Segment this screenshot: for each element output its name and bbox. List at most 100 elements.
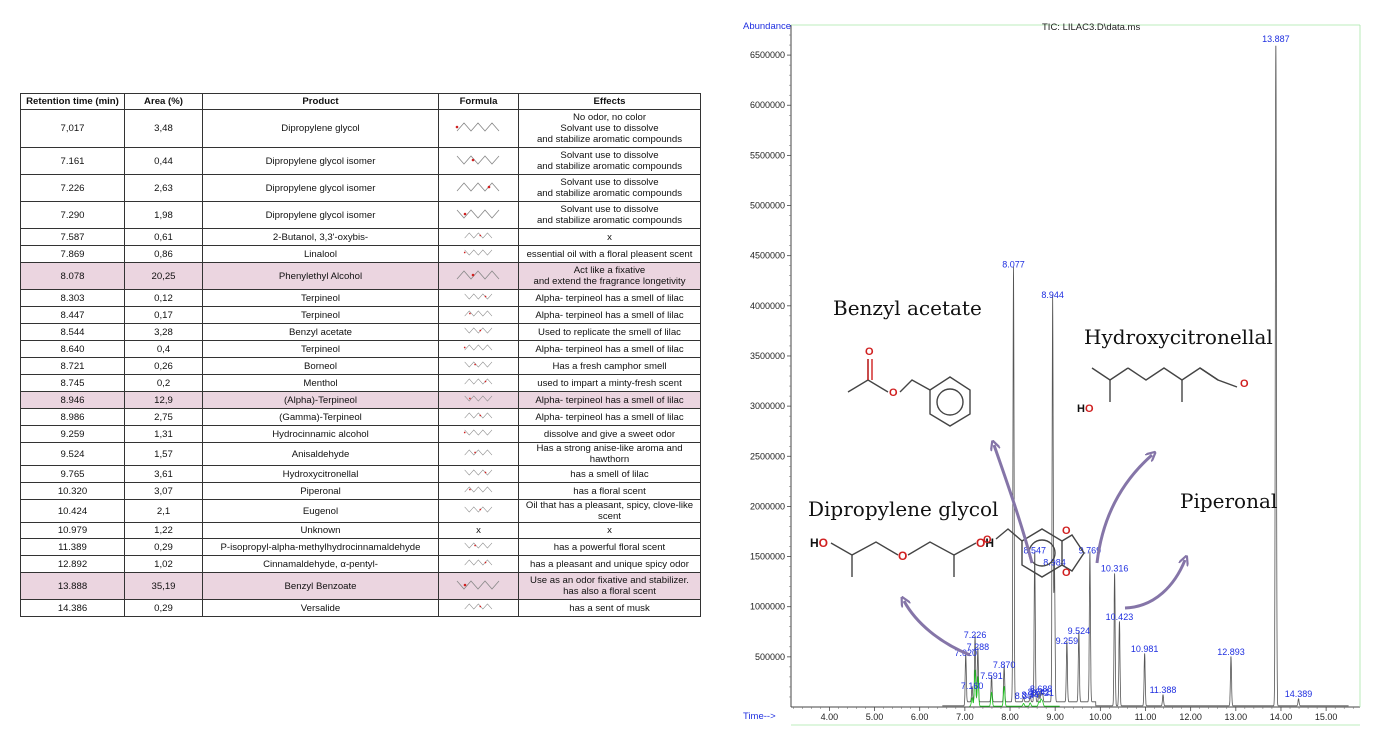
y-tick-label: 5000000: [750, 201, 785, 211]
peak-label: 8.547: [1023, 546, 1046, 556]
effects-line: dissolve and give a sweet odor: [543, 428, 676, 440]
area-cell: 0,29: [124, 599, 203, 617]
piperonal-structure: [995, 528, 1085, 578]
formula-structure-icon: [464, 378, 492, 385]
effects-line: Solvant use to dissolve: [560, 204, 659, 215]
formula-structure-icon: [464, 449, 492, 456]
effects-line: Alpha- terpineol has a smell of lilac: [535, 411, 684, 423]
y-tick-label: 6000000: [750, 100, 785, 110]
peak-label: 10.981: [1131, 644, 1159, 654]
effects-line: Used to replicate the smell of lilac: [538, 326, 681, 338]
effects-line: Alpha- terpineol has a smell of lilac: [535, 309, 684, 321]
effects-line: Has a fresh camphor smell: [552, 360, 667, 372]
area-cell: 0,2: [124, 374, 203, 392]
table-row: 9.765 3,61 Hydroxycitronellal has a smell o…: [20, 465, 701, 483]
area-cell: 3,28: [124, 323, 203, 341]
product-cell: Dipropylene glycol: [202, 109, 439, 148]
area-cell: 1,02: [124, 555, 203, 573]
retention-time-cell: 10.424: [20, 499, 125, 523]
product-cell: Phenylethyl Alcohol: [202, 262, 439, 290]
retention-time-cell: 8.447: [20, 306, 125, 324]
arrow-hydroxycitronellal: [1095, 455, 1152, 564]
dipropylene-glycol-ho-left: HO: [810, 536, 828, 550]
retention-time-cell: 10.320: [20, 482, 125, 500]
formula-cell: [438, 499, 519, 523]
effects-cell: essential oil with a floral pleasent sce…: [518, 245, 701, 263]
peak-label: 14.389: [1285, 689, 1313, 699]
formula-structure-icon: [463, 249, 492, 256]
effects-line: Alpha- terpineol has a smell of lilac: [535, 394, 684, 406]
formula-structure-icon: [464, 469, 492, 476]
table-row: 14.386 0,29 Versalide has a sent of musk: [20, 599, 701, 617]
effects-cell: No odor, no color Solvant use to dissolve…: [518, 109, 701, 148]
effects-cell: has a sent of musk: [518, 599, 701, 617]
formula-cell: [438, 374, 519, 392]
formula-cell: [438, 408, 519, 426]
formula-structure-icon: [464, 603, 492, 610]
effects-cell: Alpha- terpineol has a smell of lilac: [518, 289, 701, 307]
retention-time-cell: 7.290: [20, 201, 125, 229]
product-cell: Unknown: [202, 522, 439, 539]
formula-structure-icon: [456, 269, 499, 280]
table-header-cell: Effects: [518, 93, 701, 110]
peak-label: 9.259: [1056, 636, 1079, 646]
table-row: 9.259 1,31 Hydrocinnamic alcohol dissolve a…: [20, 425, 701, 443]
effects-cell: Alpha- terpineol has a smell of lilac: [518, 391, 701, 409]
effects-line: has also a floral scent: [563, 586, 656, 597]
peak-label: 8.721: [1031, 688, 1054, 698]
retention-time-cell: 8.544: [20, 323, 125, 341]
peak-label: 13.887: [1262, 34, 1290, 44]
formula-structure-icon: [455, 122, 499, 132]
chart-title: TIC: LILAC3.D\data.ms: [1042, 22, 1140, 33]
annotation-dipropylene-glycol: Dipropylene glycol: [808, 497, 998, 521]
effects-line: Solvant use to dissolve: [560, 150, 659, 161]
effects-line: used to impart a minty-fresh scent: [537, 377, 682, 389]
formula-cell: [438, 147, 519, 175]
formula-structure-icon: [464, 361, 492, 368]
retention-time-cell: 8.986: [20, 408, 125, 426]
formula-structure-icon: [464, 506, 492, 513]
area-cell: 0,61: [124, 228, 203, 246]
effects-line: and stabilize aromatic compounds: [536, 161, 683, 172]
table-row: 8.721 0,26 Borneol Has a fresh camphor smel…: [20, 357, 701, 375]
effects-line: Has a strong anise-like aroma and hawtho…: [536, 443, 683, 465]
effects-line: x: [607, 525, 612, 536]
arrow-benzyl-acetate: [994, 445, 1034, 564]
x-tick-label: 13.00: [1225, 712, 1248, 722]
formula-structure-icon: [463, 344, 492, 351]
area-cell: 1,22: [124, 522, 203, 539]
formula-structure-icon: [456, 154, 499, 165]
dipropylene-glycol-oh-right: OH: [976, 536, 994, 550]
area-cell: 2,63: [124, 174, 203, 202]
area-cell: 1,31: [124, 425, 203, 443]
table-row: 8.303 0,12 Terpineol Alpha- terpineol has a…: [20, 289, 701, 307]
table-row: 9.524 1,57 Anisaldehyde Has a strong anise-…: [20, 442, 701, 466]
effects-cell: Solvant use to dissolve and stabilize aro…: [518, 147, 701, 175]
retention-time-cell: 8.745: [20, 374, 125, 392]
effects-line: Solvant use to dissolve: [560, 177, 659, 188]
area-cell: 0,12: [124, 289, 203, 307]
product-cell: (Gamma)-Terpineol: [202, 408, 439, 426]
formula-cell: [438, 228, 519, 246]
tic-trace-line: [942, 45, 1349, 707]
peak-label: 9.524: [1068, 626, 1091, 636]
x-tick-label: 4.00: [821, 712, 839, 722]
area-cell: 20,25: [124, 262, 203, 290]
table-row: 11.389 0,29 P-isopropyl-alpha-methylhydroc…: [20, 538, 701, 556]
area-cell: 0,44: [124, 147, 203, 175]
peak-label: 8.984: [1043, 558, 1066, 568]
area-cell: 2,75: [124, 408, 203, 426]
table-row: 7.587 0,61 2-Butanol, 3,3'-oxybis-x: [20, 228, 701, 246]
area-cell: 0,26: [124, 357, 203, 375]
area-cell: 0,4: [124, 340, 203, 358]
table-row: 8.946 12,9 (Alpha)-Terpineol Alpha- terpine…: [20, 391, 701, 409]
tic-trace-accent-line: [969, 669, 1060, 707]
formula-structure-icon: [456, 181, 499, 192]
product-cell: Anisaldehyde: [202, 442, 439, 466]
effects-cell: Alpha- terpineol has a smell of lilac: [518, 306, 701, 324]
formula-cell: [438, 572, 519, 600]
effects-cell: Act like a fixative and extend the fragra…: [518, 262, 701, 290]
effects-cell: Used to replicate the smell of lilac: [518, 323, 701, 341]
table-row: 13.888 35,19 Benzyl Benzoate Use as an odor…: [20, 572, 701, 600]
arrow-dipropylene-glycol: [904, 601, 971, 657]
